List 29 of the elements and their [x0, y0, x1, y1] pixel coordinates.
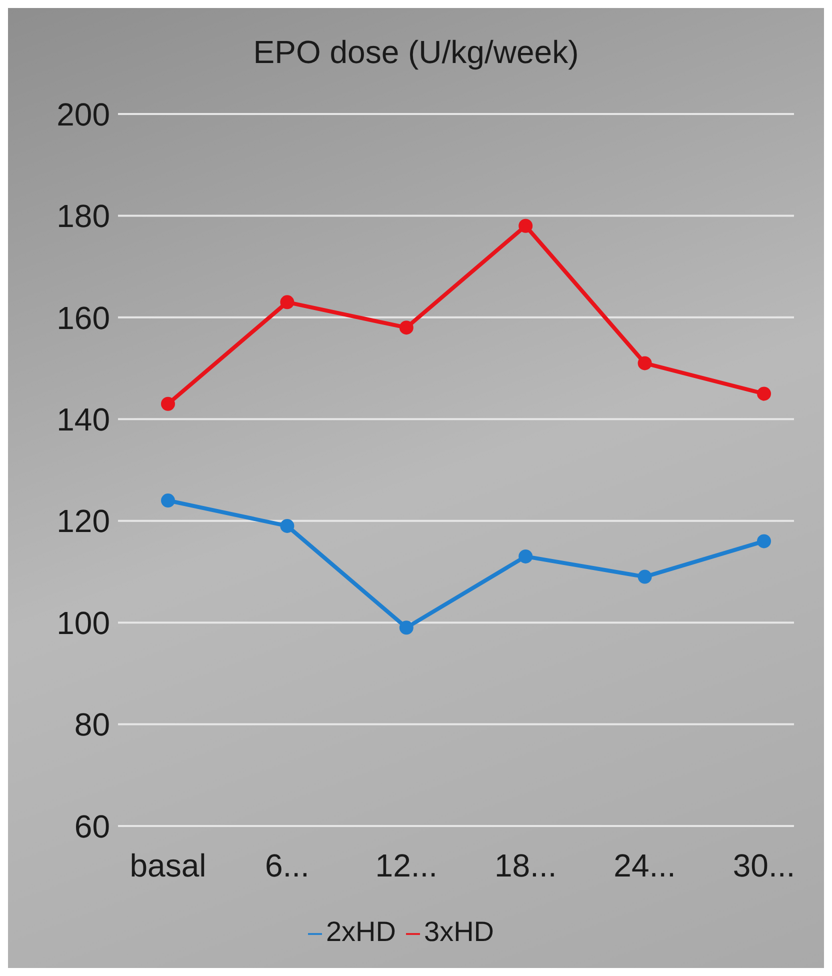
point	[638, 570, 652, 584]
y-tick-label: 140	[56, 402, 110, 438]
x-tick-label: 18...	[494, 848, 557, 884]
point	[399, 320, 414, 335]
y-tick-label: 100	[56, 604, 110, 641]
x-tick-label: 24...	[614, 848, 676, 884]
point	[161, 494, 175, 508]
y-tick-label: 160	[56, 300, 110, 336]
chart-title: EPO dose (U/kg/week)	[252, 33, 580, 72]
y-tick-label: 60	[74, 808, 110, 844]
legend-label: 2xHD	[326, 916, 396, 947]
point	[518, 549, 533, 564]
y-tick-label: 200	[56, 96, 110, 132]
x-tick-label: 12...	[375, 848, 438, 884]
y-tick-label: 180	[56, 198, 110, 234]
point	[638, 356, 652, 370]
point	[399, 620, 414, 635]
point	[757, 386, 771, 401]
point	[280, 295, 294, 310]
legend-label: 3xHD	[424, 916, 494, 947]
point	[280, 518, 294, 533]
y-tick-label: 120	[56, 503, 110, 540]
point	[518, 218, 533, 233]
x-tick-label: 6...	[264, 848, 310, 884]
point	[161, 396, 175, 411]
x-tick-label: 30...	[732, 848, 796, 884]
point	[757, 534, 771, 548]
y-tick-label: 80	[74, 706, 110, 743]
x-tick-label: basal	[130, 848, 206, 884]
